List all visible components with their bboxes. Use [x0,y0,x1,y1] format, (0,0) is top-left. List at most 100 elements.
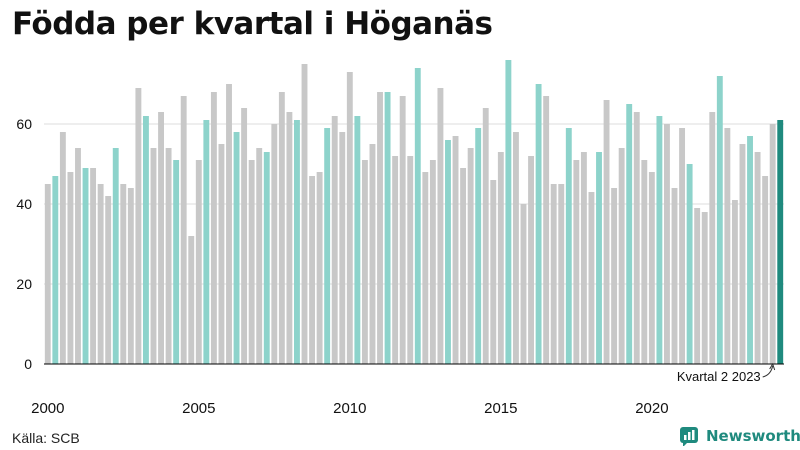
bar [429,160,436,364]
y-tick-label: 40 [16,196,32,212]
bar [664,124,670,364]
bar [233,132,240,364]
bar [120,184,127,364]
bar [218,144,225,364]
bar [701,212,708,364]
bar [331,116,338,364]
bar [686,164,693,364]
bar [618,148,625,364]
bar [324,128,331,364]
bar [361,160,368,364]
bar [550,184,557,364]
annotation-group: Kvartal 2 2023 [677,362,776,384]
bar [75,148,81,364]
bar [392,156,399,364]
bar [82,168,89,364]
bar [656,116,663,364]
bars [44,60,784,364]
bar [112,148,119,364]
bar [135,88,142,364]
bar [580,152,587,364]
bar [180,96,187,364]
bar [105,196,112,364]
bar [278,92,285,364]
bar [558,184,565,364]
bar [679,128,686,364]
bar [573,160,580,364]
bar [142,116,149,364]
bar [747,136,753,364]
bar [407,156,414,364]
bar [414,68,421,364]
brand-logo: Newsworthy [680,426,800,446]
x-tick-label: 2010 [333,400,366,417]
bar [241,108,248,364]
bar [648,172,655,364]
bar [709,112,716,364]
bar [490,180,497,364]
bar [399,96,406,364]
bar [611,188,618,364]
bar [633,112,640,364]
x-tick-label: 2020 [635,400,668,417]
y-axis-ticks: 0 20 40 60 [16,116,32,372]
bar [603,100,610,364]
bar [377,92,383,364]
bar [777,120,784,364]
bar [90,168,97,364]
bar [97,184,104,364]
bar [150,148,157,364]
bar [203,120,210,364]
bar [460,168,467,364]
bar [543,96,550,364]
x-tick-label: 2000 [31,400,64,417]
annotation-arrow [762,365,774,378]
bar [588,192,595,364]
annotation-arrowhead [769,362,776,371]
bar [346,72,353,364]
bar [467,148,474,364]
y-tick-label: 60 [16,116,32,132]
bar [158,112,164,364]
bar [497,152,504,364]
bar [369,144,376,364]
bar [512,132,519,364]
x-tick-label: 2015 [484,400,517,417]
bar [505,60,512,364]
bar [596,152,602,364]
bar [210,92,217,364]
bar [445,140,451,364]
bar [739,144,746,364]
bar [482,108,489,364]
bar [127,188,134,364]
x-tick-label: 2005 [182,400,215,417]
bar [301,64,308,364]
bar [437,88,444,364]
bar [754,152,761,364]
bar [309,176,316,364]
bar [641,160,648,364]
y-tick-label: 20 [16,276,32,292]
bar [339,132,346,364]
bar [226,84,232,364]
bar [626,104,633,364]
chart-title: Födda per kvartal i Höganäs [12,6,493,42]
bar [354,116,361,364]
annotation-label: Kvartal 2 2023 [677,369,761,384]
bar [294,120,300,364]
bar [535,84,542,364]
bar [173,160,180,364]
bar [528,156,534,364]
bar [694,208,701,364]
bar [475,128,482,364]
bar [67,172,74,364]
x-axis-ticks: 2000 2005 2010 2015 2020 [31,400,668,417]
bar [286,112,293,364]
bar [52,176,59,364]
brand-name: Newsworthy [706,427,800,445]
bar [716,76,723,364]
bar [263,152,270,364]
bar [44,184,51,364]
bar [59,132,66,364]
